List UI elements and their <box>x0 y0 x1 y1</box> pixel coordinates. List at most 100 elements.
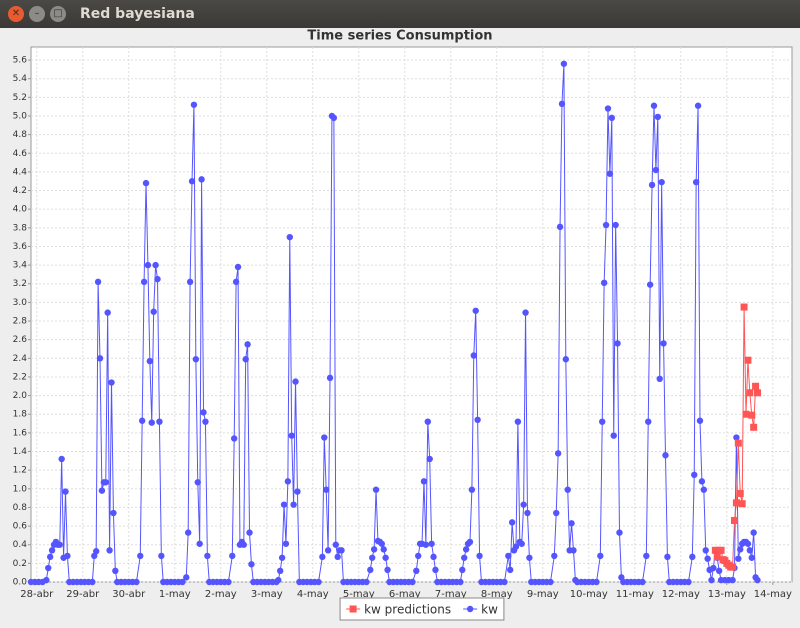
x-tick-label: 5-may <box>343 589 375 600</box>
point <box>472 307 479 314</box>
x-tick-label: 14-may <box>754 589 792 600</box>
point <box>556 223 564 231</box>
point <box>286 233 293 241</box>
y-tick-label: 3.6 <box>13 242 28 252</box>
point <box>158 552 165 560</box>
point <box>367 566 374 574</box>
point <box>198 176 205 183</box>
point <box>426 455 433 463</box>
point <box>735 555 742 562</box>
x-tick-label: 12-may <box>662 589 700 600</box>
point <box>200 409 207 416</box>
legend-label: kw <box>481 603 498 617</box>
point <box>415 552 422 560</box>
x-tick-label: 30-abr <box>112 589 146 600</box>
point <box>664 553 671 561</box>
point <box>43 576 50 584</box>
point <box>738 500 746 508</box>
y-tick-label: 2.6 <box>13 335 28 345</box>
point <box>234 263 242 271</box>
point <box>568 520 575 527</box>
plot-area <box>30 46 793 583</box>
point <box>652 166 660 174</box>
point <box>294 488 301 495</box>
point <box>104 309 111 316</box>
point <box>148 419 155 426</box>
point <box>610 432 617 439</box>
point <box>742 410 750 418</box>
point <box>332 541 339 548</box>
chart: Time series Consumption 0.0 0.2 0.4 0.6 0.8 1… <box>13 29 793 621</box>
point <box>276 567 284 575</box>
point <box>106 547 113 554</box>
point <box>338 547 345 554</box>
point <box>461 554 468 561</box>
point <box>324 547 332 554</box>
point <box>413 567 420 575</box>
point <box>321 434 328 441</box>
y-tick-label: 5.0 <box>13 111 28 121</box>
y-tick-label: 4.4 <box>13 167 28 177</box>
point <box>702 547 709 554</box>
point <box>608 114 616 122</box>
point <box>278 554 286 561</box>
close-button[interactable]: ✕ <box>8 6 24 22</box>
point <box>150 308 157 315</box>
y-tick-label: 0.0 <box>13 578 28 588</box>
point <box>424 418 431 425</box>
x-tick-label: 11-may <box>616 589 654 600</box>
point <box>713 553 721 561</box>
point <box>650 102 658 109</box>
point <box>476 552 483 560</box>
point <box>146 357 154 365</box>
point <box>112 567 119 575</box>
point <box>62 488 69 495</box>
point <box>660 340 667 347</box>
y-tick-label: 0.8 <box>13 503 28 513</box>
point <box>46 553 54 561</box>
y-tick-label: 2.8 <box>13 317 28 327</box>
x-tick-label: 1-may <box>159 589 191 600</box>
point <box>508 519 516 526</box>
maximize-button[interactable]: □ <box>50 6 66 22</box>
point <box>526 554 533 561</box>
y-tick-label: 2.2 <box>13 372 27 382</box>
point <box>524 509 531 517</box>
point <box>242 356 249 363</box>
point <box>734 439 742 447</box>
point <box>597 552 604 560</box>
y-tick-label: 1.4 <box>13 447 28 457</box>
point <box>462 546 470 553</box>
point <box>154 275 161 283</box>
point <box>750 529 757 536</box>
point <box>192 356 200 363</box>
point <box>330 114 338 122</box>
x-tick-label: 29-abr <box>66 589 100 600</box>
y-tick-label: 1.6 <box>13 428 28 438</box>
point <box>384 566 391 574</box>
point <box>612 221 619 229</box>
point <box>428 540 435 547</box>
point <box>140 278 148 286</box>
point <box>275 576 282 584</box>
point <box>520 501 527 508</box>
chart-title: Time series Consumption <box>307 29 492 44</box>
x-tick-label: 13-may <box>708 589 746 600</box>
point <box>292 378 299 385</box>
point <box>547 578 554 586</box>
point <box>704 555 711 562</box>
point <box>382 554 389 561</box>
point <box>156 418 163 425</box>
y-tick-label: 3.0 <box>13 298 28 308</box>
x-tick-label: 3-may <box>251 589 283 600</box>
point <box>711 546 719 554</box>
minimize-button[interactable]: – <box>29 6 45 22</box>
point <box>284 478 292 485</box>
y-tick-label: 3.8 <box>13 223 28 233</box>
point <box>102 479 109 486</box>
point <box>184 529 192 536</box>
point <box>746 389 754 397</box>
point <box>370 546 378 553</box>
point <box>729 563 737 571</box>
